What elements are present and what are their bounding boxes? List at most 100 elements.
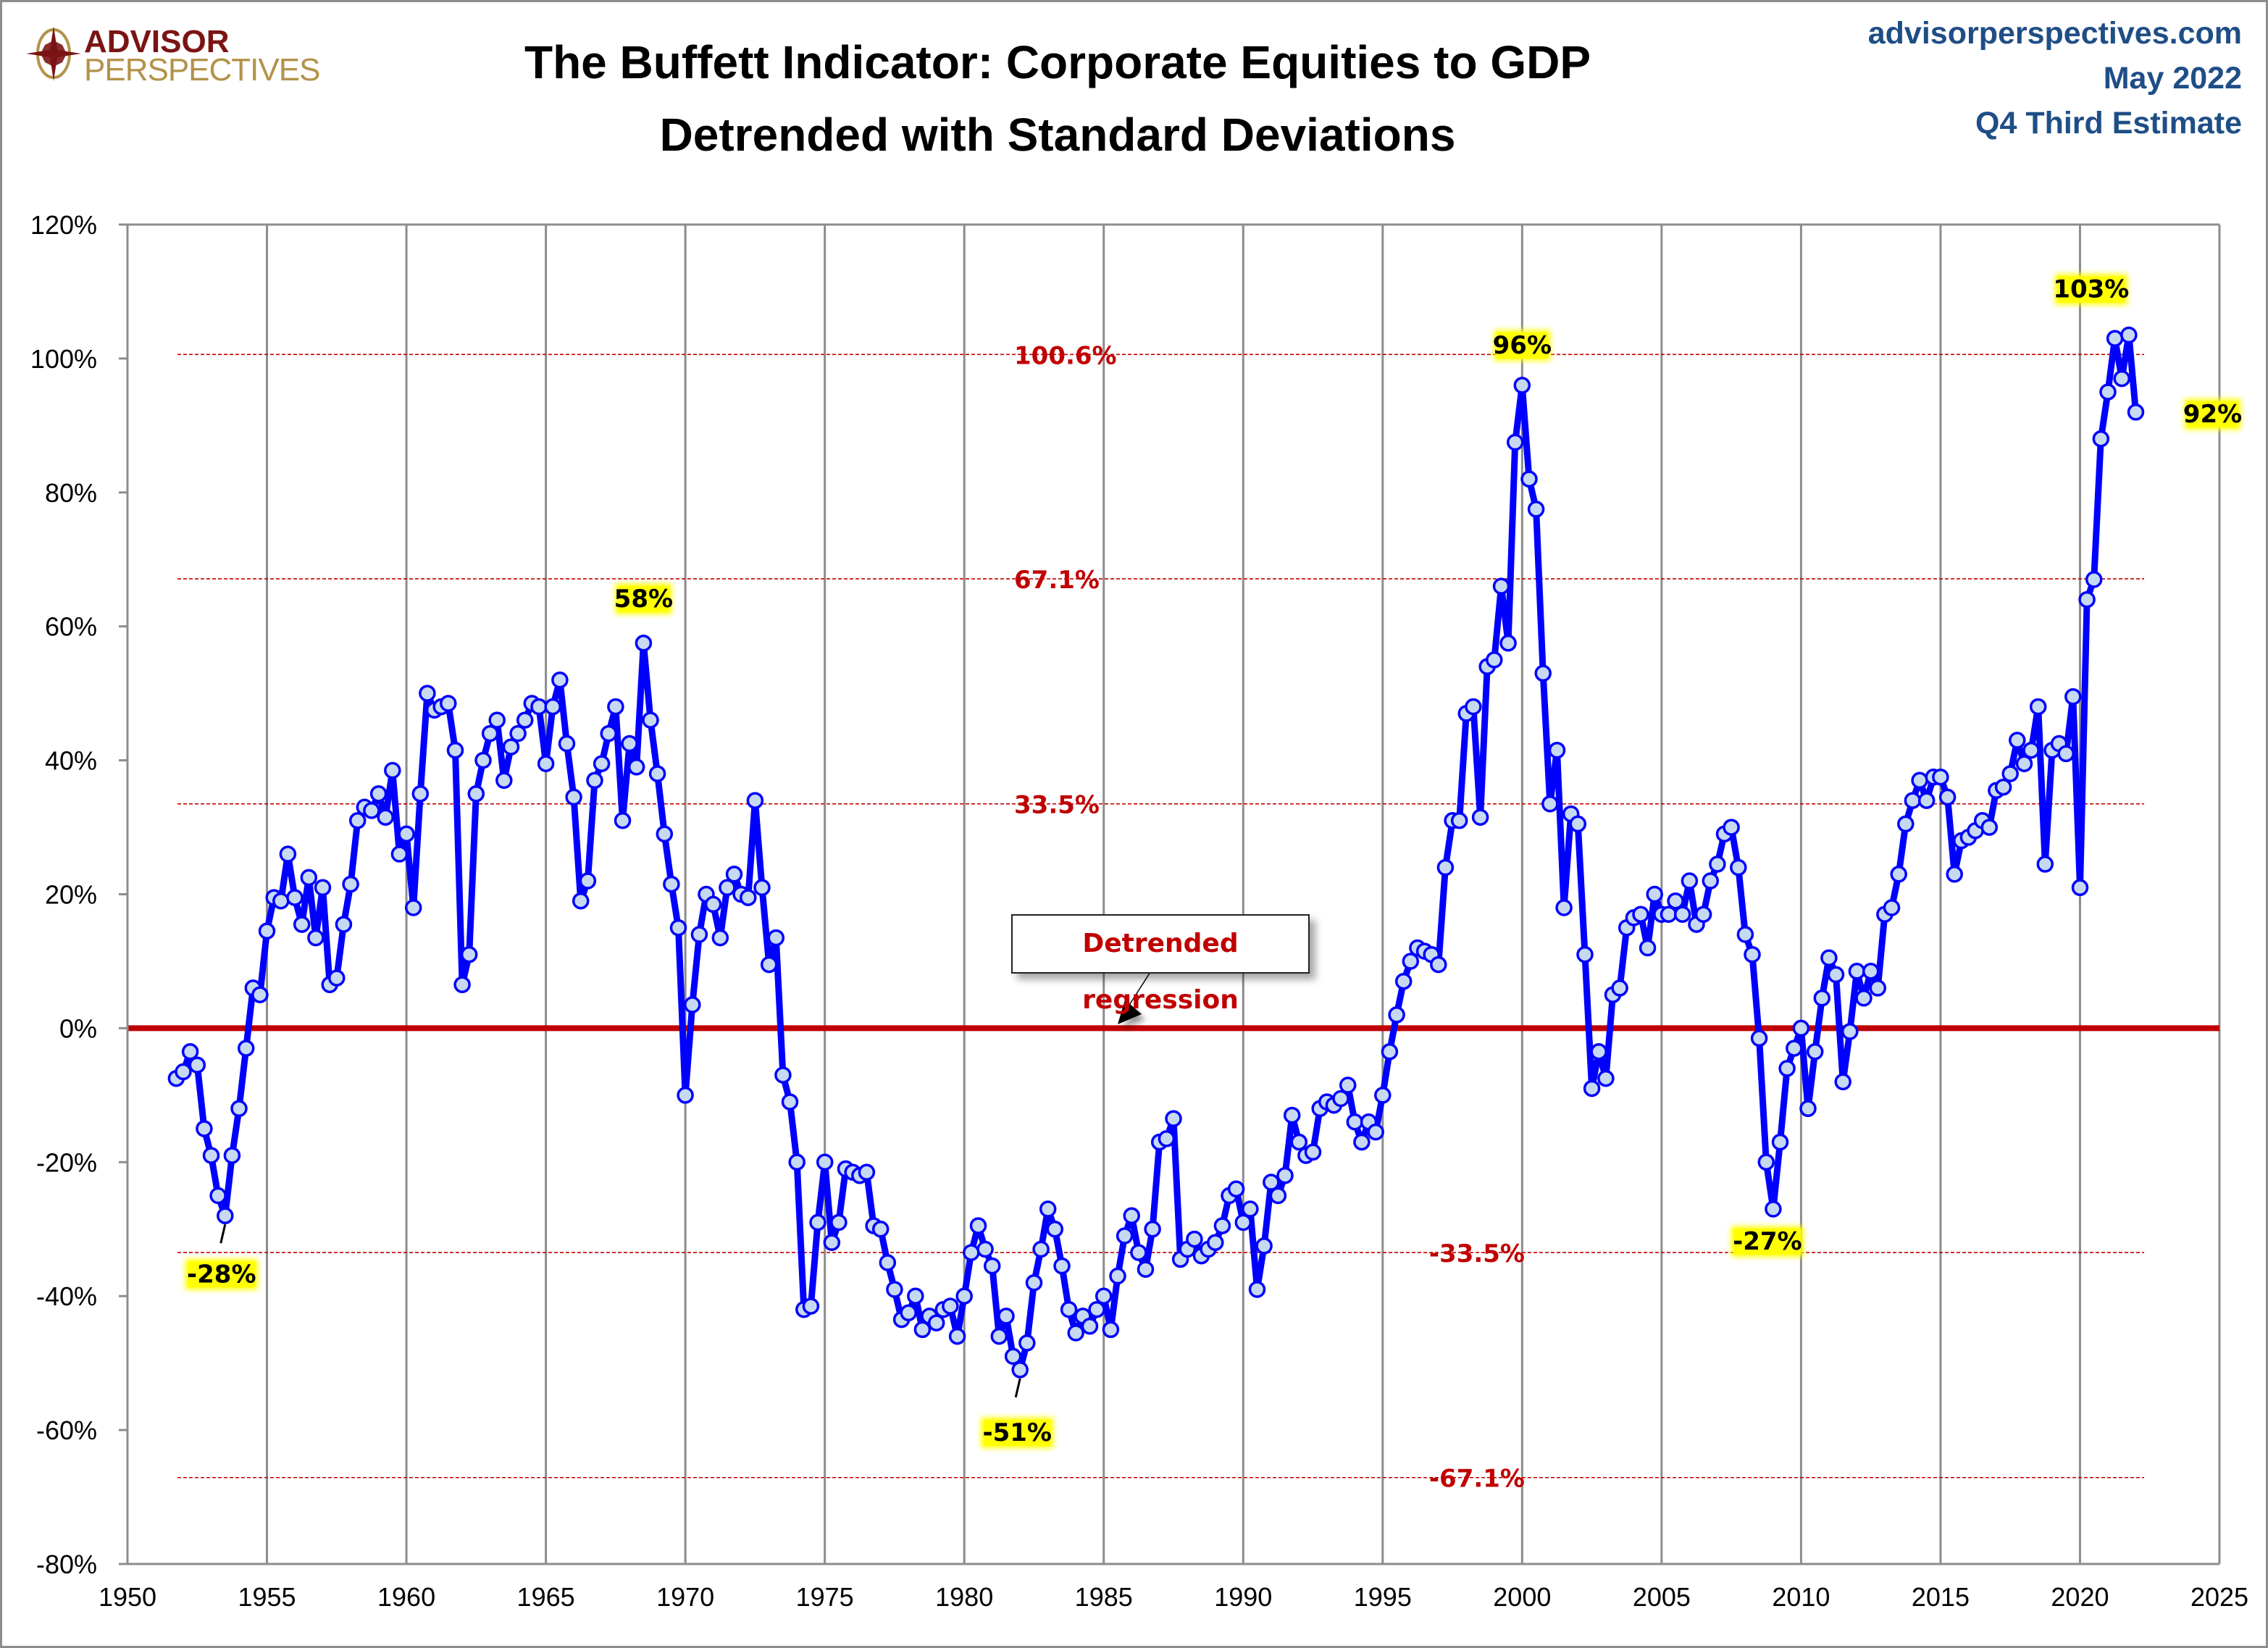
data-point-2005.75 [1673, 905, 1691, 923]
data-point-1974.00 [788, 1153, 805, 1171]
data-point-2011.00 [1820, 949, 1838, 967]
data-point-1964.00 [509, 724, 527, 743]
data-point-2019.75 [2064, 688, 2082, 706]
y-tick-label-80: 80% [45, 478, 97, 508]
data-point-2018.00 [2015, 755, 2033, 772]
x-tick-label-1965: 1965 [517, 1582, 575, 1612]
data-point-1983.50 [1053, 1257, 1071, 1275]
data-point-2008.00 [1736, 926, 1754, 943]
report-date: May 2022 [2103, 61, 2242, 96]
data-point-1986.50 [1137, 1260, 1155, 1278]
data-point-1985.25 [1102, 1321, 1120, 1339]
data-point-1980.25 [963, 1244, 980, 1261]
x-tick-label-1985: 1985 [1075, 1582, 1133, 1612]
x-tick-label-1970: 1970 [656, 1582, 714, 1612]
y-tick-label--60: -60% [36, 1415, 97, 1445]
data-point-1994.75 [1367, 1123, 1384, 1141]
data-point-1990.00 [1234, 1213, 1252, 1231]
data-point-2000.75 [1534, 664, 1552, 682]
data-point-2014.25 [1911, 771, 1928, 790]
data-point-1956.25 [293, 916, 311, 933]
data-point-1967.50 [607, 698, 624, 716]
data-point-2010.50 [1806, 1043, 1824, 1061]
annotation-highlight-core--27% [1733, 1229, 1801, 1255]
data-point-1980.75 [976, 1240, 994, 1258]
sd-label-100.6%: 100.6% [1014, 341, 1117, 370]
data-point-2000.00 [1513, 377, 1531, 394]
data-point-1995.50 [1388, 1006, 1405, 1024]
data-point-2021.75 [2120, 326, 2138, 344]
data-point-1974.50 [802, 1297, 820, 1315]
data-point-1994.25 [1353, 1133, 1371, 1151]
sd-label-33.5%: 33.5% [1014, 791, 1100, 820]
data-point-1970.25 [684, 996, 701, 1013]
data-point-1974.75 [809, 1213, 827, 1231]
y-tick-label-100: 100% [30, 344, 97, 374]
data-point-2021.00 [2099, 383, 2117, 401]
data-point-1970.50 [690, 926, 708, 943]
data-point-1986.00 [1123, 1207, 1140, 1225]
data-point-2002.50 [1583, 1079, 1601, 1097]
data-point-1960.75 [419, 685, 436, 702]
data-point-2002.00 [1569, 815, 1587, 833]
data-point-1965.50 [551, 671, 569, 689]
data-point-2003.00 [1597, 1069, 1615, 1087]
data-point-2003.50 [1611, 979, 1628, 997]
data-point-1954.25 [237, 1040, 255, 1057]
data-point-1984.00 [1067, 1324, 1084, 1342]
data-point-2007.75 [1730, 858, 1747, 877]
data-point-1959.50 [384, 761, 401, 779]
x-tick-label-2005: 2005 [1633, 1582, 1691, 1612]
x-tick-label-2025: 2025 [2190, 1582, 2248, 1612]
data-point-1995.00 [1374, 1087, 1392, 1104]
x-tick-label-1975: 1975 [796, 1582, 854, 1612]
data-point-1977.00 [871, 1221, 890, 1238]
data-point-2005.25 [1660, 905, 1678, 923]
data-point-1982.25 [1018, 1334, 1036, 1352]
data-point-1967.00 [593, 755, 611, 772]
data-point-1990.75 [1255, 1237, 1273, 1255]
x-tick-label-2015: 2015 [1912, 1582, 1970, 1612]
data-point-2009.75 [1786, 1040, 1803, 1057]
y-tick-label-60: 60% [45, 612, 97, 642]
annotation-highlight-core-96% [1497, 332, 1548, 359]
y-tick-label-20: 20% [45, 880, 97, 910]
annotation-highlight-core-103% [2057, 276, 2125, 303]
data-point-1960.25 [404, 899, 422, 916]
data-point-1975.25 [823, 1234, 841, 1251]
data-point-2019.50 [2057, 745, 2075, 763]
data-point-2015.50 [1946, 866, 1963, 883]
data-point-1958.25 [348, 812, 367, 829]
data-point-1990.50 [1248, 1281, 1266, 1298]
callout-leader-line [1126, 971, 1151, 1009]
data-point-1981.75 [1004, 1347, 1022, 1365]
data-point-1969.75 [669, 919, 687, 937]
sd-label-67.1%: 67.1% [1014, 566, 1100, 595]
data-point-2006.75 [1702, 872, 1720, 890]
data-point-2013.50 [1890, 866, 1907, 883]
data-point-1984.50 [1081, 1318, 1099, 1335]
data-point-1977.50 [886, 1281, 903, 1298]
data-point-1965.00 [537, 755, 555, 772]
data-point-1985.75 [1116, 1227, 1134, 1245]
y-tick-label--80: -80% [36, 1549, 97, 1579]
data-point-1971.50 [719, 879, 736, 897]
data-point-2006.00 [1681, 872, 1699, 890]
data-point-1980.00 [955, 1287, 973, 1305]
data-point-1991.75 [1283, 1106, 1301, 1124]
data-point-1973.50 [774, 1066, 792, 1084]
data-point-1959.75 [390, 845, 409, 863]
data-point-1966.25 [572, 892, 590, 910]
data-point-2009.25 [1771, 1133, 1789, 1151]
data-point-1957.75 [335, 916, 353, 933]
data-point-1978.50 [913, 1321, 932, 1339]
data-point-2012.25 [1855, 990, 1872, 1007]
y-tick-label-40: 40% [45, 746, 97, 776]
data-point-1986.75 [1144, 1221, 1161, 1238]
annotation-highlight-core--51% [984, 1419, 1051, 1446]
data-point-2004.75 [1646, 885, 1663, 903]
detrended-regression-callout: Detrended regression [1011, 914, 1310, 1015]
data-point-2014.50 [1917, 792, 1936, 809]
